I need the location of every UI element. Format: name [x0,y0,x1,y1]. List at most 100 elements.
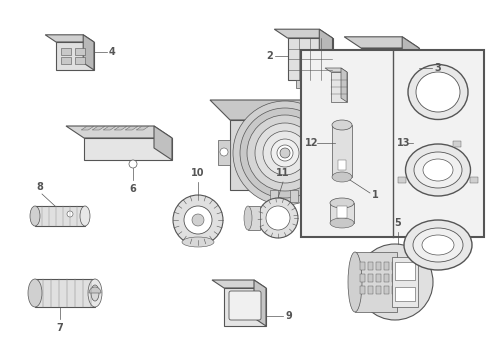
Text: 2: 2 [266,51,273,61]
Polygon shape [84,138,172,160]
Circle shape [277,145,293,161]
Bar [392,286,397,294]
Circle shape [220,148,228,156]
Circle shape [192,214,204,226]
Polygon shape [103,126,116,130]
Bar [395,287,415,301]
Text: 10: 10 [191,168,205,178]
Bar [270,190,278,202]
Text: 13: 13 [397,138,411,148]
Bar [368,286,373,294]
Polygon shape [56,42,94,70]
Bar [392,274,397,282]
Bar [368,274,373,282]
Circle shape [393,95,403,105]
Polygon shape [92,126,104,130]
Text: 11: 11 [276,168,290,178]
Text: 12: 12 [305,138,318,148]
Circle shape [352,148,360,156]
Circle shape [247,115,323,191]
Circle shape [233,101,337,205]
Circle shape [255,123,315,183]
Polygon shape [325,68,347,72]
Circle shape [184,206,212,234]
Bar [392,257,418,307]
Circle shape [129,160,137,168]
Ellipse shape [182,237,214,247]
Polygon shape [212,280,266,288]
Polygon shape [319,29,333,80]
Polygon shape [136,126,148,130]
Ellipse shape [330,218,354,228]
Bar [376,274,381,282]
Bar [35,206,85,226]
Bar [338,160,346,170]
Ellipse shape [416,72,460,112]
Text: 1: 1 [372,190,379,200]
Polygon shape [274,29,333,38]
Bar [218,140,230,165]
Bar [350,140,362,165]
Polygon shape [45,35,94,42]
Circle shape [258,198,298,238]
Polygon shape [210,100,350,120]
Circle shape [240,108,330,198]
Ellipse shape [406,144,470,196]
Text: 6: 6 [130,184,136,194]
Ellipse shape [88,279,102,307]
Circle shape [266,206,290,230]
Bar [395,262,415,280]
Polygon shape [402,37,419,93]
Bar [360,286,365,294]
Ellipse shape [91,285,99,301]
Bar [376,262,381,270]
Bar [332,125,352,177]
Bar [290,190,298,202]
Bar [384,262,389,270]
Text: 7: 7 [57,323,63,333]
Polygon shape [230,120,350,190]
Ellipse shape [80,206,90,226]
Bar [337,206,347,218]
Ellipse shape [404,220,472,270]
Bar [35,279,95,307]
Polygon shape [288,38,333,80]
Bar [355,252,397,312]
Polygon shape [81,126,94,130]
Bar [296,80,324,88]
Circle shape [357,244,433,320]
Bar [61,57,71,64]
Polygon shape [66,126,172,138]
Ellipse shape [332,120,352,130]
Polygon shape [361,93,419,106]
Ellipse shape [422,235,454,255]
Ellipse shape [348,252,362,312]
Text: 5: 5 [394,218,401,228]
Wedge shape [89,287,101,293]
FancyBboxPatch shape [229,291,261,320]
Polygon shape [331,72,347,102]
Text: 9: 9 [285,311,292,321]
Text: 4: 4 [109,47,116,57]
Ellipse shape [28,279,42,307]
Ellipse shape [30,206,40,226]
Bar [398,177,406,183]
Bar [301,50,484,237]
Bar [453,141,461,147]
Bar [248,206,260,230]
Bar [370,52,408,82]
Bar [470,177,478,183]
Bar [368,262,373,270]
Text: 8: 8 [37,182,44,192]
Polygon shape [125,126,138,130]
Bar [392,262,397,270]
Circle shape [271,139,299,167]
Ellipse shape [408,64,468,120]
Bar [376,286,381,294]
Bar [75,57,85,64]
Ellipse shape [244,206,252,230]
Polygon shape [341,68,347,102]
Polygon shape [154,126,172,160]
Polygon shape [224,288,266,326]
Ellipse shape [414,152,462,188]
